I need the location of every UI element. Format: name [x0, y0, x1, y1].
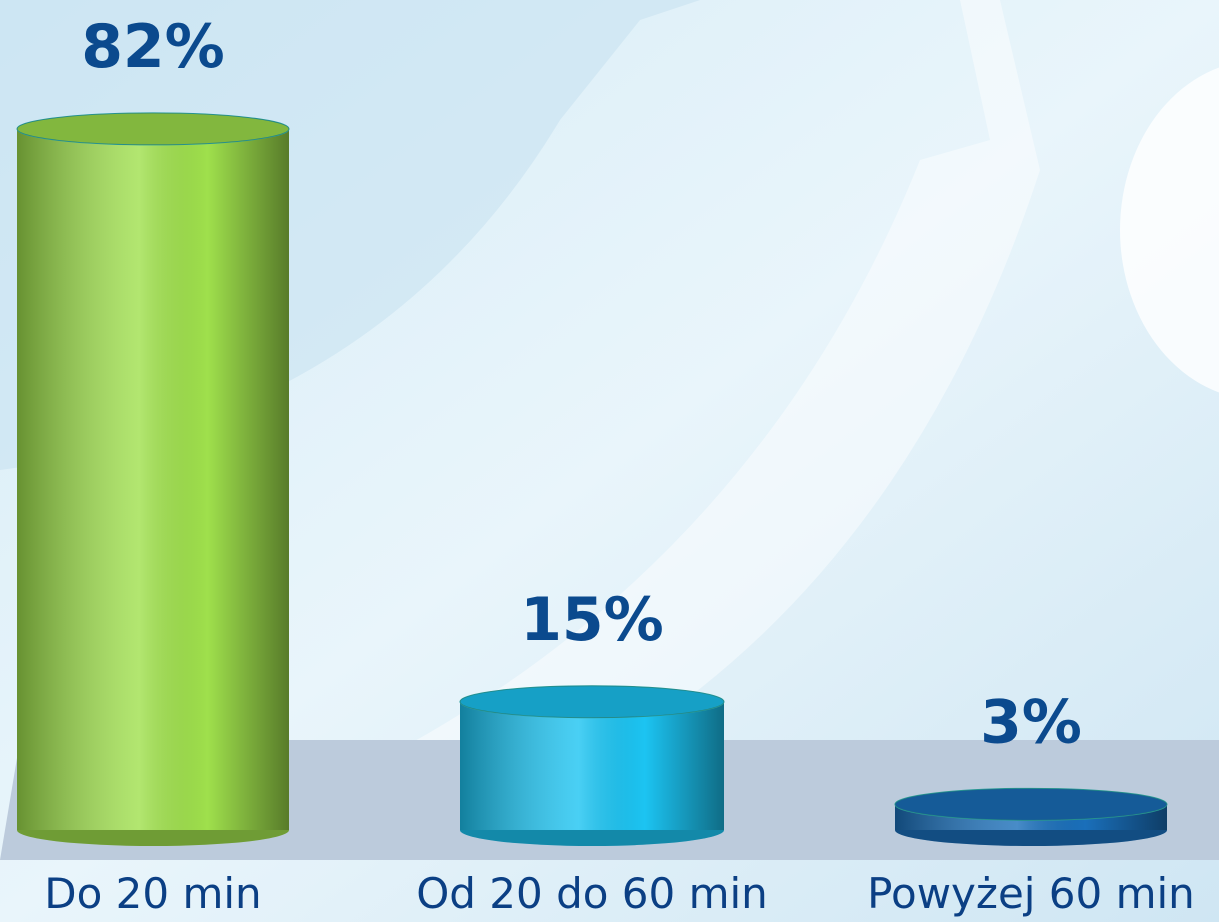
value-label: 82% [81, 12, 225, 82]
category-label: Do 20 min [44, 869, 261, 918]
bar-shade [17, 129, 289, 830]
cylinder-top-shade [460, 686, 724, 718]
cylinder-top-shade [895, 788, 1167, 820]
value-label: 15% [520, 585, 664, 655]
category-label: Od 20 do 60 min [416, 869, 768, 918]
chart: 82% Do 20 min 15% Od 20 do 60 min 3% Powyżej … [0, 0, 1219, 922]
bar-shade [460, 702, 724, 830]
category-label: Powyżej 60 min [867, 869, 1195, 918]
cylinder-top-shade [17, 113, 289, 145]
value-label: 3% [980, 687, 1082, 757]
